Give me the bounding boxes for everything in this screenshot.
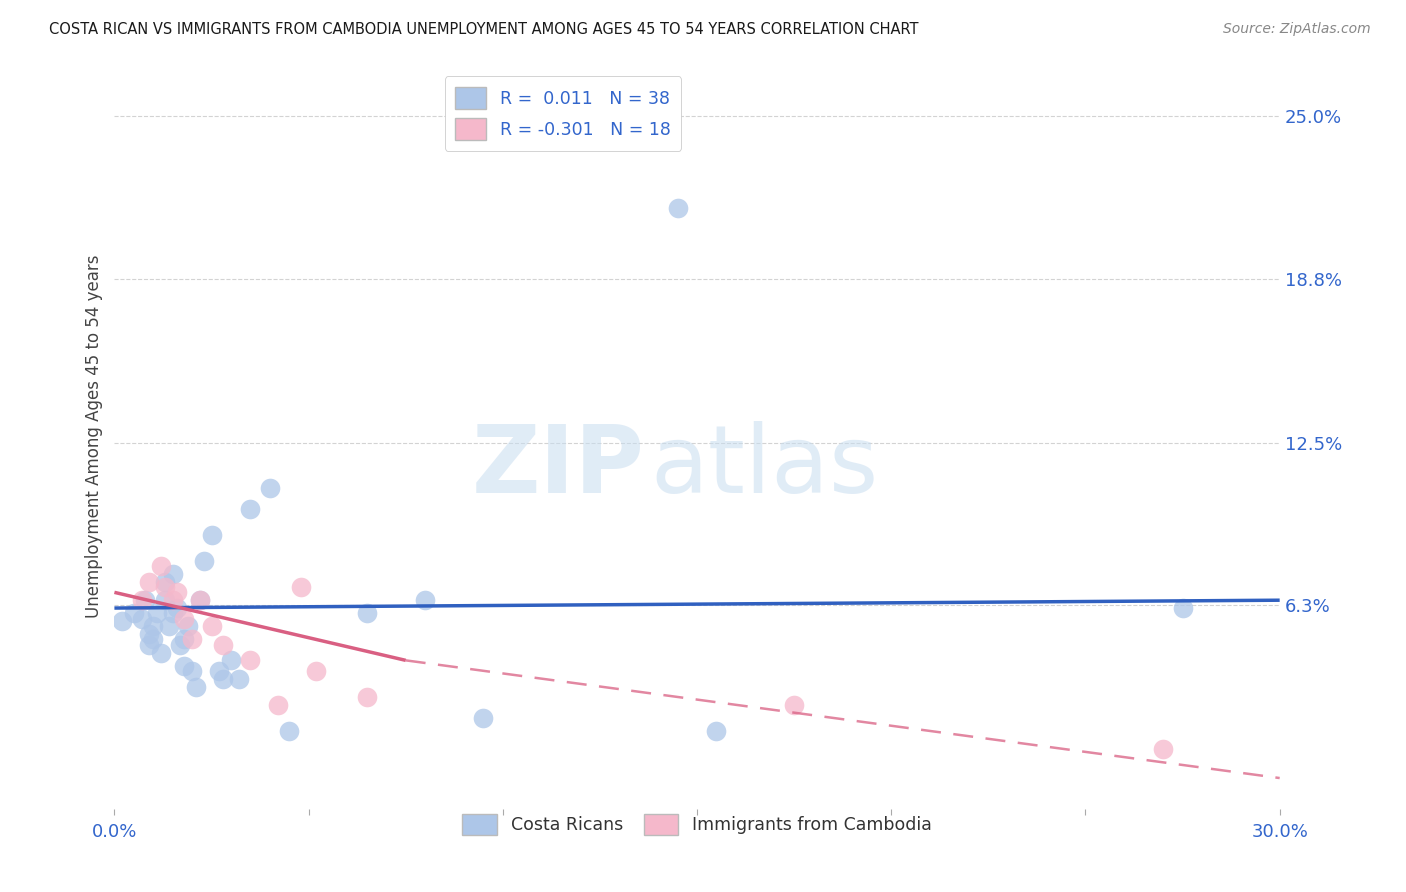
Point [111, 614, 134, 628]
Point [166, 585, 188, 599]
Point [356, 690, 378, 704]
Point [177, 619, 200, 633]
Point [472, 711, 495, 725]
Point [193, 554, 215, 568]
Text: Source: ZipAtlas.com: Source: ZipAtlas.com [1223, 22, 1371, 37]
Point [169, 638, 191, 652]
Point [138, 574, 160, 589]
Point [1152, 742, 1174, 756]
Point [1171, 601, 1194, 615]
Point [131, 611, 153, 625]
Point [188, 593, 211, 607]
Point [173, 658, 195, 673]
Point [162, 593, 184, 607]
Point [173, 632, 195, 647]
Point [138, 638, 160, 652]
Point [239, 501, 262, 516]
Point [173, 611, 195, 625]
Point [184, 680, 207, 694]
Point [212, 638, 235, 652]
Point [166, 601, 188, 615]
Point [413, 593, 436, 607]
Point [181, 632, 204, 647]
Point [278, 723, 301, 738]
Point [219, 653, 242, 667]
Point [122, 607, 145, 621]
Point [142, 619, 165, 633]
Text: atlas: atlas [651, 420, 879, 513]
Point [706, 723, 728, 738]
Point [134, 593, 156, 607]
Point [239, 653, 262, 667]
Point [153, 574, 176, 589]
Point [162, 567, 184, 582]
Point [138, 627, 160, 641]
Point [356, 607, 378, 621]
Y-axis label: Unemployment Among Ages 45 to 54 years: Unemployment Among Ages 45 to 54 years [86, 255, 103, 618]
Legend: Costa Ricans, Immigrants from Cambodia: Costa Ricans, Immigrants from Cambodia [456, 806, 939, 842]
Point [290, 580, 312, 594]
Text: ZIP: ZIP [472, 420, 644, 513]
Point [181, 664, 204, 678]
Point [188, 593, 211, 607]
Point [200, 528, 222, 542]
Point [212, 672, 235, 686]
Point [153, 593, 176, 607]
Point [131, 593, 153, 607]
Point [157, 619, 180, 633]
Point [200, 619, 222, 633]
Point [266, 698, 288, 712]
Point [142, 632, 165, 647]
Point [666, 201, 689, 215]
Point [162, 607, 184, 621]
Point [150, 559, 173, 574]
Point [783, 698, 806, 712]
Point [228, 672, 250, 686]
Point [259, 481, 281, 495]
Point [146, 607, 169, 621]
Text: COSTA RICAN VS IMMIGRANTS FROM CAMBODIA UNEMPLOYMENT AMONG AGES 45 TO 54 YEARS C: COSTA RICAN VS IMMIGRANTS FROM CAMBODIA … [49, 22, 918, 37]
Point [150, 646, 173, 660]
Point [153, 580, 176, 594]
Point [305, 664, 328, 678]
Point [208, 664, 231, 678]
